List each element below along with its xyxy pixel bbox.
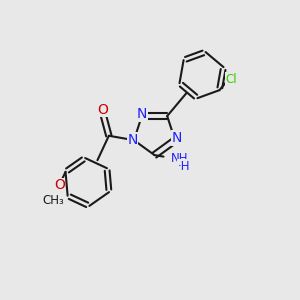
Text: O: O — [54, 178, 64, 192]
Text: Cl: Cl — [226, 73, 238, 86]
Text: N: N — [127, 133, 138, 147]
Text: O: O — [98, 103, 109, 116]
Text: N: N — [171, 131, 182, 145]
Text: NH: NH — [171, 152, 188, 165]
Text: ·H: ·H — [178, 160, 190, 173]
Text: N: N — [136, 107, 147, 121]
Text: CH₃: CH₃ — [42, 194, 64, 207]
